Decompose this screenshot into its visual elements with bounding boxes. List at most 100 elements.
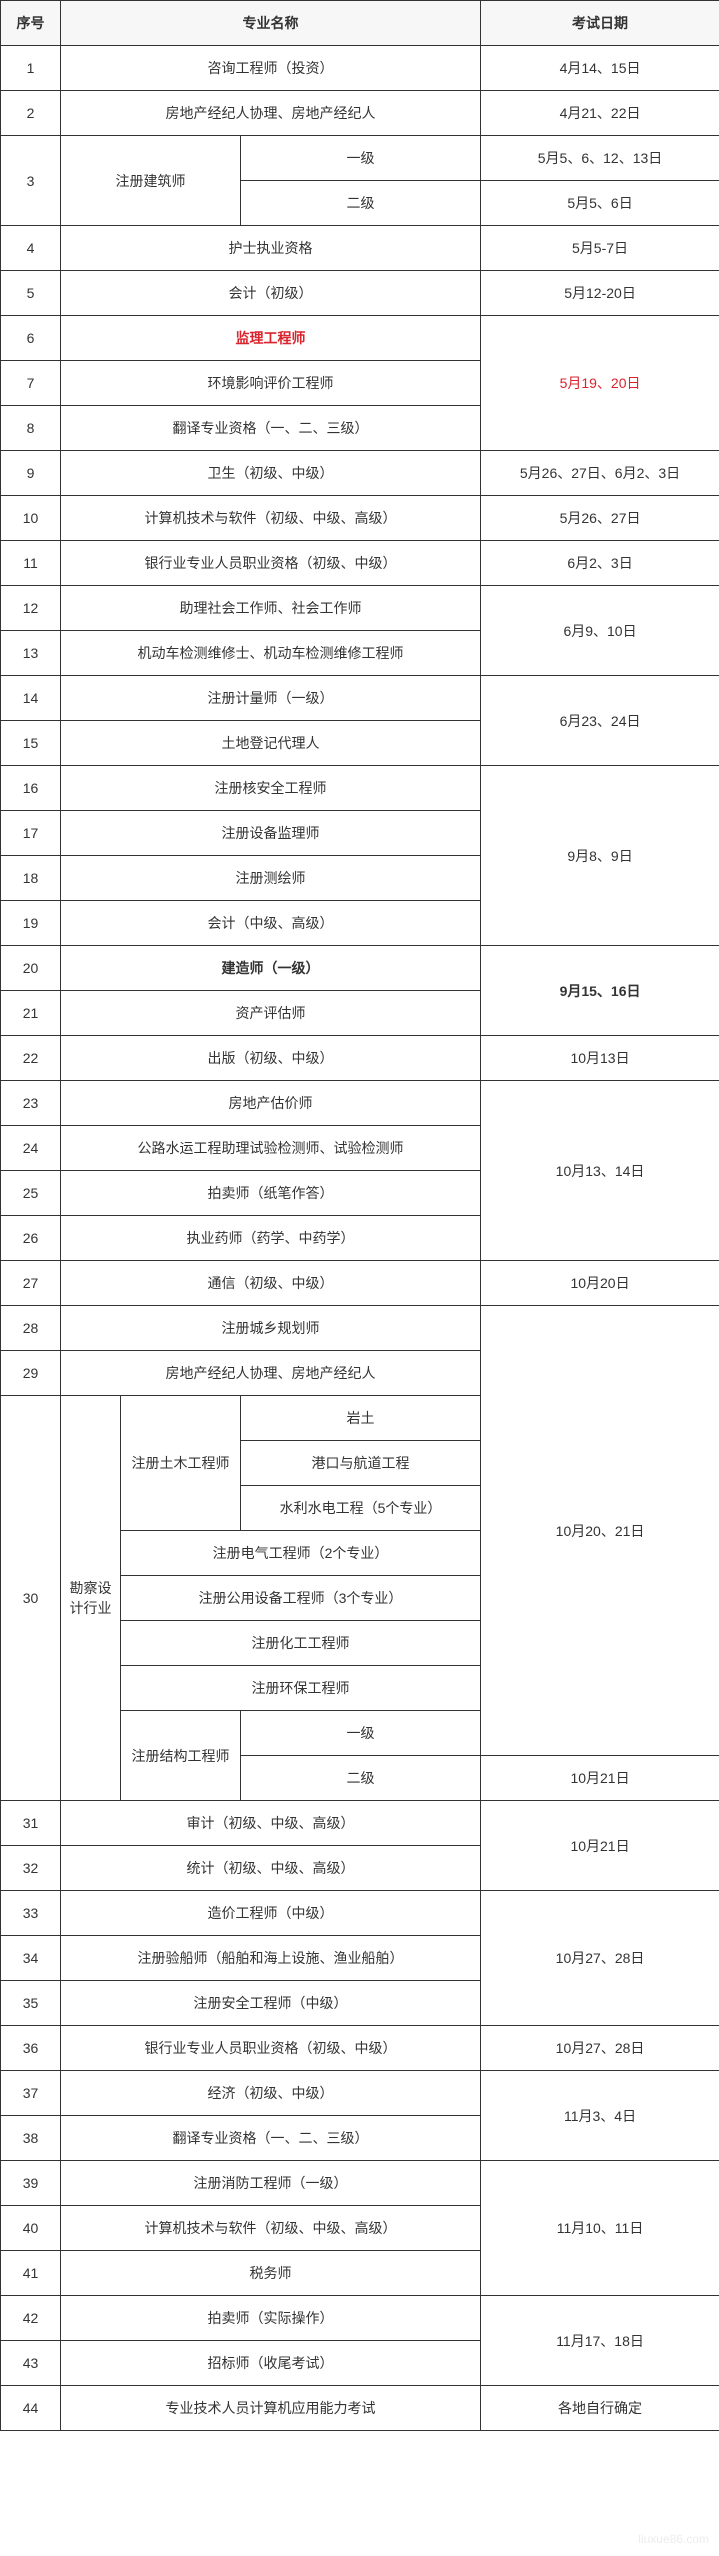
table-row: 6 监理工程师 5月19、20日 xyxy=(1,316,719,361)
cell-spec: 港口与航道工程 xyxy=(241,1441,481,1486)
table-row: 4 护士执业资格 5月5-7日 xyxy=(1,226,719,271)
cell-seq: 14 xyxy=(1,676,61,721)
cell-name: 税务师 xyxy=(61,2251,481,2296)
cell-sub: 注册结构工程师 xyxy=(121,1711,241,1801)
cell-date: 10月21日 xyxy=(481,1756,719,1801)
exam-schedule-table: 序号 专业名称 考试日期 1 咨询工程师（投资） 4月14、15日 2 房地产经… xyxy=(0,0,719,2431)
cell-seq: 6 xyxy=(1,316,61,361)
cell-name: 注册验船师（船舶和海上设施、渔业船舶） xyxy=(61,1936,481,1981)
cell-name: 咨询工程师（投资） xyxy=(61,46,481,91)
cell-name: 注册城乡规划师 xyxy=(61,1306,481,1351)
cell-seq: 11 xyxy=(1,541,61,586)
cell-seq: 34 xyxy=(1,1936,61,1981)
cell-name: 公路水运工程助理试验检测师、试验检测师 xyxy=(61,1126,481,1171)
cell-sub: 注册土木工程师 xyxy=(121,1396,241,1531)
cell-level: 二级 xyxy=(241,181,481,226)
cell-seq: 1 xyxy=(1,46,61,91)
cell-name: 注册测绘师 xyxy=(61,856,481,901)
cell-seq: 2 xyxy=(1,91,61,136)
table-row: 22 出版（初级、中级） 10月13日 xyxy=(1,1036,719,1081)
cell-date: 5月5、6、12、13日 xyxy=(481,136,719,181)
cell-name: 专业技术人员计算机应用能力考试 xyxy=(61,2386,481,2431)
cell-seq: 4 xyxy=(1,226,61,271)
cell-date: 5月12-20日 xyxy=(481,271,719,316)
cell-seq: 23 xyxy=(1,1081,61,1126)
cell-seq: 31 xyxy=(1,1801,61,1846)
cell-name: 助理社会工作师、社会工作师 xyxy=(61,586,481,631)
cell-seq: 12 xyxy=(1,586,61,631)
cell-name: 造价工程师（中级） xyxy=(61,1891,481,1936)
cell-seq: 13 xyxy=(1,631,61,676)
cell-date: 10月13、14日 xyxy=(481,1081,719,1261)
cell-seq: 37 xyxy=(1,2071,61,2116)
cell-seq: 3 xyxy=(1,136,61,226)
cell-date: 10月20、21日 xyxy=(481,1306,719,1756)
cell-date: 10月20日 xyxy=(481,1261,719,1306)
cell-name: 翻译专业资格（一、二、三级） xyxy=(61,406,481,451)
header-seq: 序号 xyxy=(1,1,61,46)
cell-seq: 17 xyxy=(1,811,61,856)
cell-seq: 10 xyxy=(1,496,61,541)
table-row: 16 注册核安全工程师 9月8、9日 xyxy=(1,766,719,811)
cell-seq: 30 xyxy=(1,1396,61,1801)
cell-name: 护士执业资格 xyxy=(61,226,481,271)
cell-seq: 26 xyxy=(1,1216,61,1261)
cell-seq: 43 xyxy=(1,2341,61,2386)
cell-date: 5月26、27日、6月2、3日 xyxy=(481,451,719,496)
table-row: 27 通信（初级、中级） 10月20日 xyxy=(1,1261,719,1306)
cell-seq: 5 xyxy=(1,271,61,316)
cell-name: 注册建筑师 xyxy=(61,136,241,226)
table-row: 28 注册城乡规划师 10月20、21日 xyxy=(1,1306,719,1351)
cell-date: 9月8、9日 xyxy=(481,766,719,946)
table-row: 11 银行业专业人员职业资格（初级、中级） 6月2、3日 xyxy=(1,541,719,586)
cell-level: 一级 xyxy=(241,1711,481,1756)
cell-name: 通信（初级、中级） xyxy=(61,1261,481,1306)
table-row: 36 银行业专业人员职业资格（初级、中级） 10月27、28日 xyxy=(1,2026,719,2071)
cell-name-bold: 建造师（一级） xyxy=(61,946,481,991)
cell-seq: 9 xyxy=(1,451,61,496)
cell-seq: 33 xyxy=(1,1891,61,1936)
header-date: 考试日期 xyxy=(481,1,719,46)
header-name: 专业名称 xyxy=(61,1,481,46)
table-row: 12 助理社会工作师、社会工作师 6月9、10日 xyxy=(1,586,719,631)
cell-date: 5月5、6日 xyxy=(481,181,719,226)
cell-seq: 36 xyxy=(1,2026,61,2071)
cell-date: 各地自行确定 xyxy=(481,2386,719,2431)
cell-date: 6月23、24日 xyxy=(481,676,719,766)
table-row: 37 经济（初级、中级） 11月3、4日 xyxy=(1,2071,719,2116)
table-row: 44 专业技术人员计算机应用能力考试 各地自行确定 xyxy=(1,2386,719,2431)
cell-seq: 41 xyxy=(1,2251,61,2296)
cell-seq: 21 xyxy=(1,991,61,1036)
cell-name: 注册安全工程师（中级） xyxy=(61,1981,481,2026)
cell-sub: 注册化工工程师 xyxy=(121,1621,481,1666)
cell-name: 拍卖师（实际操作） xyxy=(61,2296,481,2341)
cell-date-highlight: 5月19、20日 xyxy=(481,316,719,451)
watermark-text: liuxue86.com xyxy=(638,2532,709,2546)
cell-name: 执业药师（药学、中药学） xyxy=(61,1216,481,1261)
table-row: 39 注册消防工程师（一级） 11月10、11日 xyxy=(1,2161,719,2206)
cell-seq: 7 xyxy=(1,361,61,406)
table-row: 10 计算机技术与软件（初级、中级、高级） 5月26、27日 xyxy=(1,496,719,541)
cell-name: 房地产经纪人协理、房地产经纪人 xyxy=(61,1351,481,1396)
cell-name: 卫生（初级、中级） xyxy=(61,451,481,496)
table-row: 33 造价工程师（中级） 10月27、28日 xyxy=(1,1891,719,1936)
cell-seq: 32 xyxy=(1,1846,61,1891)
cell-seq: 35 xyxy=(1,1981,61,2026)
cell-group: 勘察设计行业 xyxy=(61,1396,121,1801)
cell-seq: 44 xyxy=(1,2386,61,2431)
cell-seq: 29 xyxy=(1,1351,61,1396)
cell-name: 翻译专业资格（一、二、三级） xyxy=(61,2116,481,2161)
cell-name: 土地登记代理人 xyxy=(61,721,481,766)
cell-seq: 39 xyxy=(1,2161,61,2206)
cell-date: 10月13日 xyxy=(481,1036,719,1081)
cell-date: 10月27、28日 xyxy=(481,1891,719,2026)
cell-name: 会计（中级、高级） xyxy=(61,901,481,946)
cell-seq: 27 xyxy=(1,1261,61,1306)
table-header-row: 序号 专业名称 考试日期 xyxy=(1,1,719,46)
table-row: 23 房地产估价师 10月13、14日 xyxy=(1,1081,719,1126)
cell-name: 统计（初级、中级、高级） xyxy=(61,1846,481,1891)
cell-name: 经济（初级、中级） xyxy=(61,2071,481,2116)
cell-seq: 8 xyxy=(1,406,61,451)
cell-name: 注册核安全工程师 xyxy=(61,766,481,811)
table-row: 31 审计（初级、中级、高级） 10月21日 xyxy=(1,1801,719,1846)
